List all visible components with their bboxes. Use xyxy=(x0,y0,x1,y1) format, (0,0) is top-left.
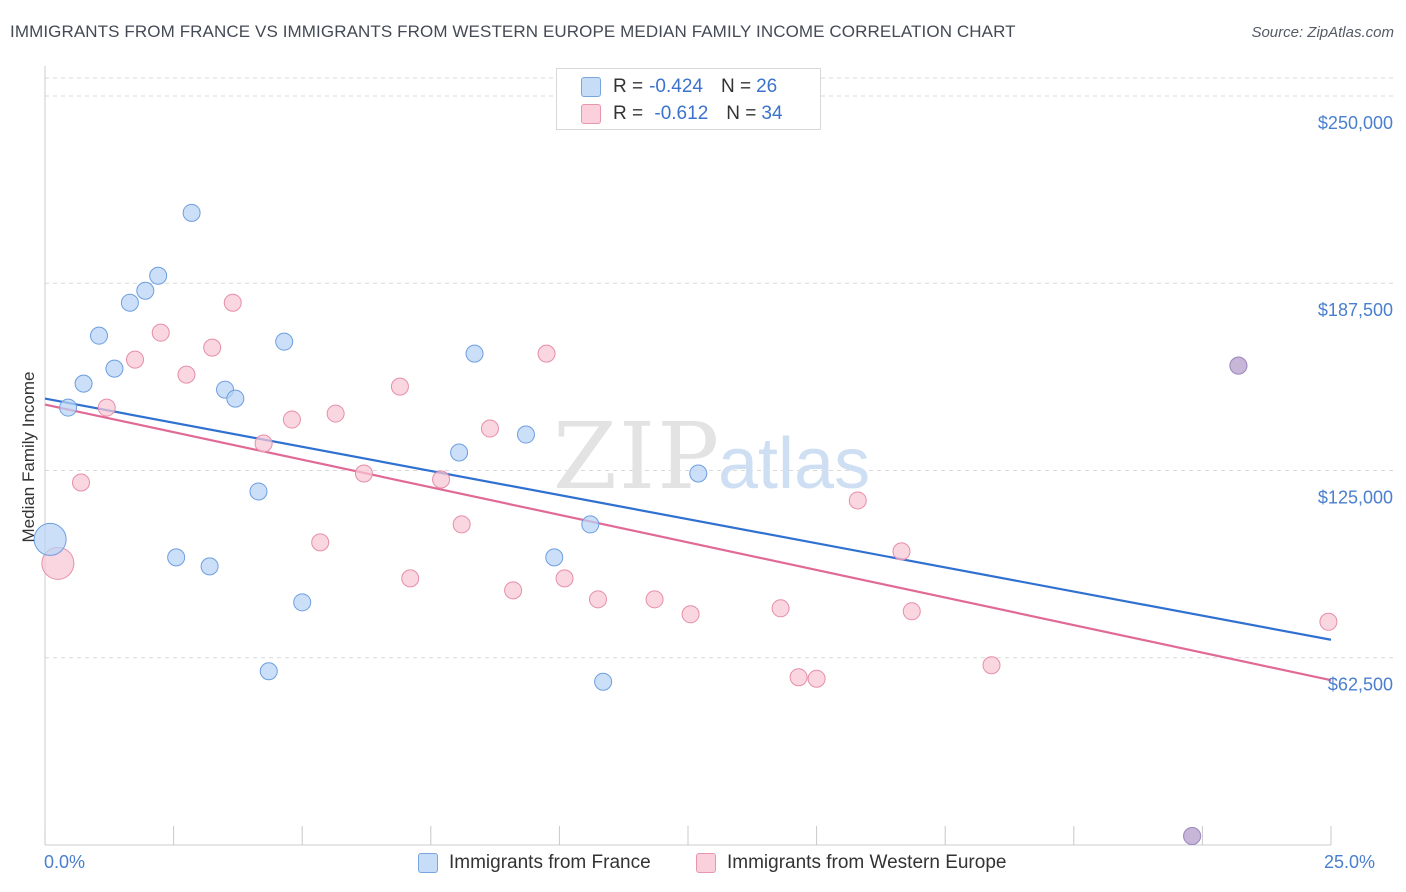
legend-n-value: 34 xyxy=(761,103,783,124)
data-point-western-europe xyxy=(311,533,330,552)
series-legend-item-france: Immigrants from France xyxy=(418,852,651,874)
data-point-western-europe xyxy=(432,470,451,489)
data-point-western-europe xyxy=(282,410,301,429)
data-point-western-europe xyxy=(254,434,273,453)
data-point-france xyxy=(59,398,78,417)
watermark: ZIP atlas xyxy=(553,403,870,510)
data-point-western-europe xyxy=(789,668,808,687)
correlation-legend: R = -0.424 N = 26 R = -0.612 N = 34 xyxy=(556,68,821,130)
legend-r-value: -0.424 xyxy=(649,76,703,97)
watermark-atlas: atlas xyxy=(718,424,870,504)
data-point-western-europe xyxy=(452,515,471,534)
data-point-western-europe xyxy=(126,350,145,369)
data-point-western-europe xyxy=(354,464,373,483)
series-swatch-western-europe xyxy=(696,853,716,873)
legend-n-label: N = xyxy=(720,76,752,97)
data-point-france xyxy=(120,293,139,312)
data-point-france xyxy=(594,672,613,691)
data-point-western-europe xyxy=(681,605,700,624)
legend-swatch-france xyxy=(581,77,601,97)
legend-r-value: -0.612 xyxy=(649,103,709,124)
data-point-france xyxy=(33,522,67,556)
data-point-western-europe xyxy=(807,669,826,688)
data-point-france xyxy=(275,332,294,351)
data-point-western-europe xyxy=(177,365,196,384)
data-point-france xyxy=(581,515,600,534)
data-point-western-europe xyxy=(588,590,607,609)
data-point-france xyxy=(136,281,155,300)
data-point-france xyxy=(293,593,312,612)
data-point-western-europe xyxy=(848,491,867,510)
data-point-western-europe xyxy=(390,377,409,396)
data-point-western-europe xyxy=(401,569,420,588)
data-point-france xyxy=(1183,827,1202,846)
legend-row-france: R = -0.424 N = 26 xyxy=(581,74,777,100)
data-point-france xyxy=(689,464,708,483)
source-label: Source: ZipAtlas.com xyxy=(1251,24,1394,41)
data-point-western-europe xyxy=(203,338,222,357)
data-point-france xyxy=(249,482,268,501)
y-tick-label: $250,000 xyxy=(1318,113,1393,133)
data-point-france xyxy=(200,557,219,576)
data-point-france xyxy=(182,203,201,222)
data-point-western-europe xyxy=(1319,612,1338,631)
data-point-france xyxy=(545,548,564,567)
data-point-western-europe xyxy=(982,656,1001,675)
data-point-france xyxy=(105,359,124,378)
legend-n-label: N = xyxy=(726,103,757,124)
data-point-western-europe xyxy=(771,599,790,618)
y-tick-label: $62,500 xyxy=(1328,675,1393,695)
data-point-france xyxy=(167,548,186,567)
legend-swatch-western-europe xyxy=(581,104,601,124)
series-legend: Immigrants from France Immigrants from W… xyxy=(0,852,1406,878)
y-tick-label: $125,000 xyxy=(1318,487,1393,507)
data-point-france xyxy=(516,425,535,444)
label-layer: $62,500 $125,000 $187,500 $250,000 Median Fa… xyxy=(19,113,1393,695)
y-tick-label: $187,500 xyxy=(1318,300,1393,320)
data-point-western-europe xyxy=(72,473,91,492)
data-point-france xyxy=(259,662,278,681)
watermark-zip: ZIP xyxy=(553,403,721,510)
series-legend-label: Immigrants from France xyxy=(449,852,651,873)
data-point-france xyxy=(450,443,469,462)
data-point-western-europe xyxy=(326,404,345,423)
series-swatch-france xyxy=(418,853,438,873)
data-point-western-europe xyxy=(537,344,556,363)
data-point-western-europe xyxy=(892,542,911,561)
series-legend-label: Immigrants from Western Europe xyxy=(727,852,1007,873)
legend-r-label: R = xyxy=(613,103,644,124)
y-axis-title: Median Family Income xyxy=(19,371,38,542)
points-layer xyxy=(33,203,1338,846)
data-point-western-europe xyxy=(151,323,170,342)
legend-row-western-europe: R = -0.612 N = 34 xyxy=(581,101,783,127)
data-point-france xyxy=(90,326,109,345)
data-point-western-europe xyxy=(223,293,242,312)
series-legend-item-western-europe: Immigrants from Western Europe xyxy=(696,852,1006,874)
data-point-western-europe xyxy=(645,590,664,609)
legend-r-label: R = xyxy=(613,76,644,97)
data-point-western-europe xyxy=(480,419,499,438)
data-point-western-europe xyxy=(504,581,523,600)
data-point-france xyxy=(1229,356,1248,375)
grid-layer xyxy=(45,77,1393,659)
data-point-western-europe xyxy=(97,398,116,417)
data-point-france xyxy=(149,266,168,285)
x-tick-label-max: 25.0% xyxy=(1324,852,1376,872)
legend-n-value: 26 xyxy=(756,76,778,97)
data-point-western-europe xyxy=(902,602,921,621)
x-tick-label-min: 0.0% xyxy=(44,852,86,872)
data-point-france xyxy=(74,374,93,393)
data-point-france xyxy=(465,344,484,363)
data-point-france xyxy=(226,389,245,408)
chart-title: IMMIGRANTS FROM FRANCE VS IMMIGRANTS FRO… xyxy=(10,22,1016,41)
axis-layer xyxy=(44,66,1332,846)
data-point-western-europe xyxy=(555,569,574,588)
